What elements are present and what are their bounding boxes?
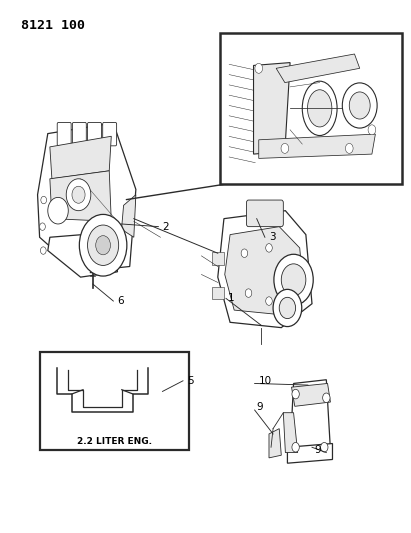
Polygon shape [225, 227, 304, 314]
Ellipse shape [307, 90, 332, 127]
Circle shape [292, 389, 299, 399]
Circle shape [349, 92, 370, 119]
Text: 9: 9 [257, 402, 263, 413]
Bar [39, 352, 189, 450]
Polygon shape [276, 54, 360, 83]
Text: 8: 8 [318, 152, 325, 163]
Circle shape [241, 249, 248, 257]
FancyBboxPatch shape [247, 200, 283, 227]
Circle shape [79, 214, 127, 276]
Polygon shape [254, 62, 290, 154]
FancyBboxPatch shape [88, 123, 102, 146]
Text: 10: 10 [259, 376, 272, 386]
Circle shape [88, 225, 119, 265]
Text: 6: 6 [118, 296, 124, 306]
Circle shape [321, 442, 328, 452]
Text: 8121 100: 8121 100 [21, 19, 85, 33]
Circle shape [39, 223, 45, 230]
Text: 2.2 LITER ENG.: 2.2 LITER ENG. [77, 437, 152, 446]
Polygon shape [50, 136, 111, 179]
Circle shape [273, 289, 302, 327]
Bar [212, 252, 224, 265]
Text: 7: 7 [228, 144, 235, 155]
Circle shape [281, 264, 306, 296]
Polygon shape [269, 429, 281, 458]
Text: 1: 1 [228, 293, 235, 303]
Polygon shape [37, 123, 136, 272]
Circle shape [345, 143, 353, 154]
Polygon shape [122, 195, 136, 237]
Bar [220, 33, 402, 184]
Polygon shape [287, 443, 332, 463]
Circle shape [48, 197, 68, 224]
Polygon shape [218, 211, 312, 328]
FancyBboxPatch shape [72, 123, 86, 146]
Circle shape [255, 63, 263, 73]
Circle shape [281, 143, 289, 154]
Text: 2: 2 [162, 222, 169, 232]
Circle shape [72, 186, 85, 203]
Circle shape [266, 297, 272, 305]
Ellipse shape [302, 81, 337, 135]
Circle shape [342, 83, 377, 128]
Circle shape [41, 196, 46, 204]
Circle shape [279, 297, 296, 319]
Polygon shape [259, 134, 375, 158]
Circle shape [96, 236, 111, 255]
Polygon shape [283, 413, 298, 453]
Polygon shape [291, 379, 330, 453]
Bar [212, 287, 224, 300]
Circle shape [40, 247, 46, 254]
Polygon shape [48, 232, 118, 277]
Circle shape [323, 393, 330, 402]
FancyBboxPatch shape [103, 123, 117, 146]
Polygon shape [50, 171, 111, 221]
Circle shape [274, 254, 313, 305]
Text: 3: 3 [269, 232, 276, 243]
Circle shape [66, 179, 91, 211]
Text: 9: 9 [314, 445, 321, 455]
FancyBboxPatch shape [57, 123, 71, 146]
Polygon shape [291, 383, 330, 406]
Circle shape [368, 125, 376, 135]
Text: 5: 5 [187, 376, 194, 386]
Circle shape [266, 244, 272, 252]
Circle shape [292, 442, 299, 452]
Circle shape [245, 289, 252, 297]
